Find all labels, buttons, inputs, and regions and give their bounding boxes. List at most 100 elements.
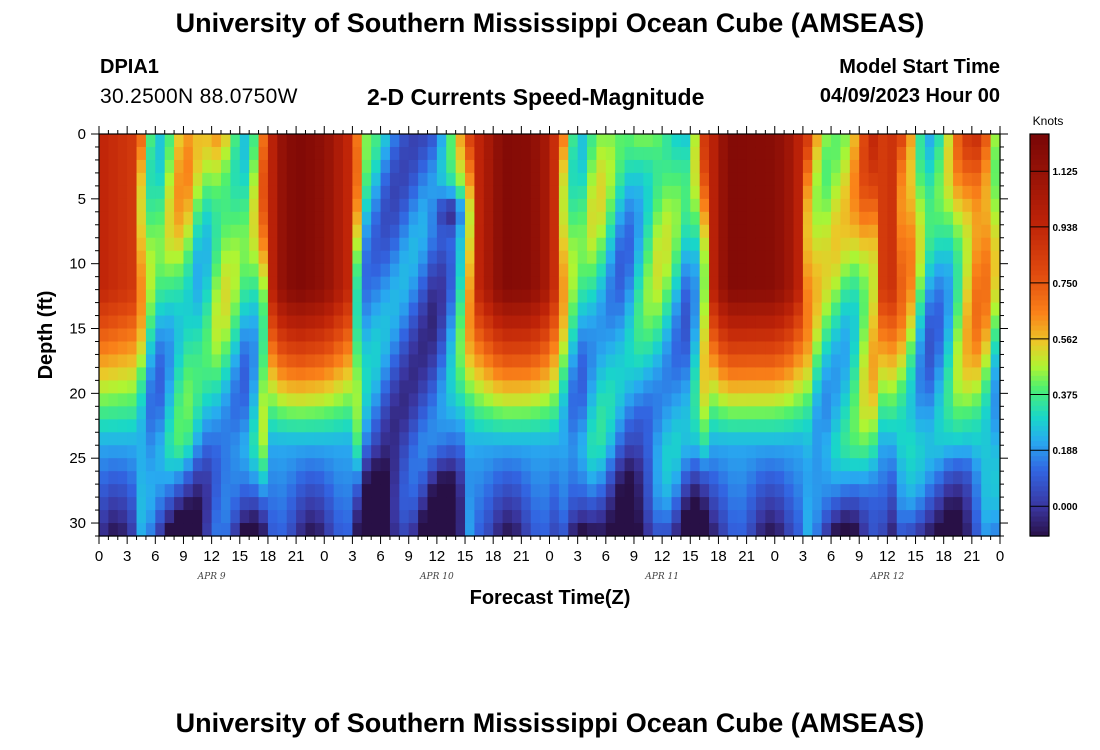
- heatmap-cell: [145, 146, 156, 161]
- heatmap-cell: [652, 406, 663, 420]
- heatmap-cell: [718, 198, 729, 213]
- heatmap-cell: [305, 302, 316, 317]
- heatmap-cell: [145, 263, 156, 278]
- colorbar-segment: [1030, 209, 1049, 216]
- heatmap-cell: [615, 497, 626, 511]
- heatmap-cell: [793, 432, 804, 446]
- x-tick-label: 3: [123, 548, 131, 565]
- heatmap-cell: [924, 289, 935, 304]
- heatmap-cell: [962, 393, 973, 407]
- heatmap-cell: [230, 172, 241, 187]
- heatmap-cell: [371, 419, 382, 433]
- heatmap-cell: [230, 224, 241, 239]
- heatmap-cell: [108, 354, 119, 369]
- heatmap-cell: [896, 198, 907, 213]
- heatmap-cell: [568, 237, 579, 252]
- heatmap-cell: [596, 302, 607, 317]
- heatmap-cell: [145, 276, 156, 291]
- colorbar-segment: [1030, 264, 1049, 271]
- heatmap-cell: [831, 172, 842, 187]
- heatmap-cell: [511, 185, 522, 200]
- heatmap-cell: [314, 289, 325, 304]
- heatmap-cell: [493, 211, 504, 226]
- heatmap-cell: [389, 445, 400, 459]
- heatmap-cell: [868, 276, 879, 291]
- heatmap-cell: [371, 458, 382, 472]
- heatmap-cell: [202, 380, 213, 394]
- heatmap-cell: [699, 146, 710, 161]
- heatmap-cell: [755, 406, 766, 420]
- heatmap-cell: [427, 497, 438, 511]
- x-tick-label: 0: [320, 548, 328, 565]
- heatmap-cell: [662, 276, 673, 291]
- heatmap-cell: [155, 134, 166, 148]
- heatmap-cell: [812, 315, 823, 330]
- heatmap-cell: [371, 302, 382, 317]
- heatmap-cell: [192, 458, 203, 472]
- heatmap-cell: [530, 315, 541, 330]
- heatmap-cell: [343, 393, 354, 407]
- heatmap-cell: [136, 458, 147, 472]
- heatmap-cell: [136, 224, 147, 239]
- heatmap-cell: [877, 458, 888, 472]
- heatmap-cell: [737, 289, 748, 304]
- heatmap-cell: [418, 172, 429, 187]
- heatmap-cell: [427, 367, 438, 381]
- heatmap-cell: [868, 341, 879, 356]
- heatmap-cell: [436, 380, 447, 394]
- heatmap-cell: [877, 250, 888, 265]
- heatmap-cell: [145, 328, 156, 343]
- heatmap-cell: [465, 185, 476, 200]
- heatmap-cell: [737, 510, 748, 524]
- heatmap-cell: [568, 328, 579, 343]
- heatmap-cell: [962, 341, 973, 356]
- heatmap-cell: [465, 471, 476, 485]
- heatmap-cell: [540, 250, 551, 265]
- heatmap-cell: [587, 523, 598, 537]
- heatmap-cell: [652, 419, 663, 433]
- heatmap-cell: [990, 380, 1001, 394]
- heatmap-cell: [465, 302, 476, 317]
- heatmap-cell: [267, 471, 278, 485]
- heatmap-cell: [596, 354, 607, 369]
- heatmap-cell: [108, 211, 119, 226]
- heatmap-cell: [127, 458, 138, 472]
- heatmap-cell: [746, 393, 757, 407]
- heatmap-cell: [812, 471, 823, 485]
- heatmap-cell: [305, 172, 316, 187]
- heatmap-cell: [277, 432, 288, 446]
- heatmap-cell: [436, 328, 447, 343]
- heatmap-cell: [793, 445, 804, 459]
- heatmap-cell: [352, 134, 363, 148]
- heatmap-cell: [849, 510, 860, 524]
- heatmap-cell: [427, 432, 438, 446]
- heatmap-cell: [314, 237, 325, 252]
- heatmap-cell: [530, 159, 541, 174]
- heatmap-cell: [465, 289, 476, 304]
- heatmap-cell: [981, 276, 992, 291]
- heatmap-cell: [774, 406, 785, 420]
- heatmap-cell: [521, 276, 532, 291]
- heatmap-cell: [793, 263, 804, 278]
- heatmap-cell: [887, 211, 898, 226]
- heatmap-cell: [784, 159, 795, 174]
- heatmap-cell: [371, 185, 382, 200]
- heatmap-cell: [99, 198, 109, 213]
- heatmap-cell: [990, 185, 1001, 200]
- heatmap-cell: [812, 134, 823, 148]
- heatmap-cell: [784, 263, 795, 278]
- heatmap-cell: [887, 159, 898, 174]
- heatmap-cell: [117, 315, 128, 330]
- heatmap-cell: [465, 250, 476, 265]
- heatmap-cell: [746, 471, 757, 485]
- heatmap-cell: [718, 159, 729, 174]
- heatmap-cell: [971, 354, 982, 369]
- heatmap-cell: [455, 198, 466, 213]
- heatmap-cell: [164, 276, 175, 291]
- heatmap-cell: [568, 172, 579, 187]
- heatmap-cell: [802, 458, 813, 472]
- heatmap-cell: [267, 341, 278, 356]
- heatmap-cell: [680, 523, 691, 537]
- colorbar-tick-label: 0.938: [1052, 223, 1077, 234]
- heatmap-cell: [971, 263, 982, 278]
